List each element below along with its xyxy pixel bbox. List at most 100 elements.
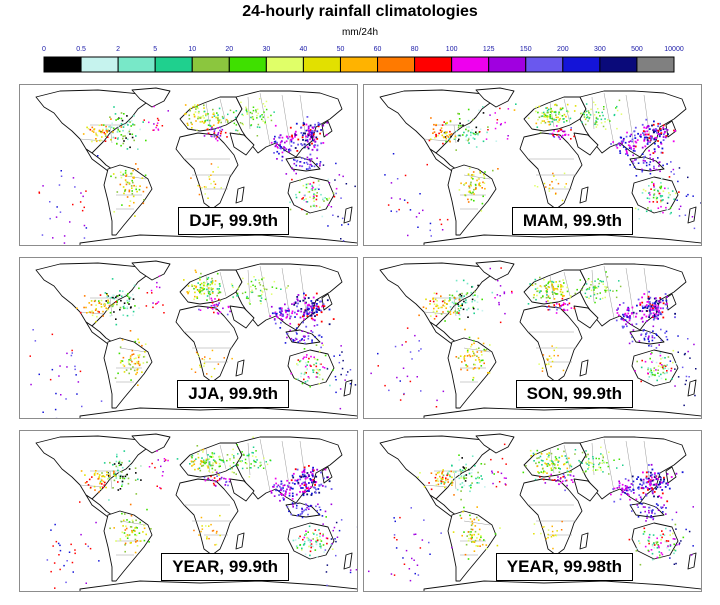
station-marker [252,452,254,454]
station-marker [476,516,478,519]
station-marker [247,109,250,112]
station-marker [124,190,126,192]
station-marker [481,187,483,189]
station-marker [98,300,100,302]
station-marker [551,291,554,293]
station-marker [291,487,294,490]
station-marker [661,311,664,314]
station-marker [316,468,319,471]
station-marker [322,142,325,144]
station-marker [74,365,76,368]
station-marker [571,479,573,481]
station-marker [310,163,312,166]
station-marker [449,313,452,315]
station-marker [199,121,202,123]
station-marker [319,363,321,365]
station-marker [662,164,664,167]
station-marker [317,180,320,182]
continent-outline [85,494,113,518]
station-marker [113,527,115,529]
station-marker [564,186,566,188]
station-marker [258,126,261,129]
station-marker [129,296,132,299]
station-marker [458,189,461,191]
station-marker [284,494,286,497]
station-marker [158,275,161,277]
country-border [563,444,571,470]
station-marker [635,315,637,318]
station-marker [126,537,129,539]
station-marker [548,123,551,126]
continent-outline [573,132,599,156]
station-marker [477,177,480,180]
country-border [259,438,271,492]
station-marker [305,213,308,215]
station-marker [294,132,296,135]
station-marker [657,207,660,209]
station-marker [466,309,468,311]
station-marker [554,456,557,458]
station-marker [399,399,402,401]
station-marker [650,138,653,141]
station-marker [155,303,157,305]
station-marker [666,473,669,475]
station-marker [308,525,311,528]
station-marker [399,380,401,382]
station-marker [487,126,489,128]
station-marker [436,472,439,474]
station-marker [631,340,634,343]
station-marker [49,217,51,220]
station-marker [471,468,474,471]
station-marker [541,367,544,369]
station-marker [303,312,306,315]
station-marker [643,329,645,331]
station-marker [307,337,310,340]
station-marker [557,479,559,481]
station-marker [552,547,554,550]
station-marker [301,198,303,200]
station-marker [448,474,451,476]
station-marker [306,201,309,203]
station-marker [458,299,461,301]
station-marker [322,164,325,166]
station-marker [340,345,342,347]
station-marker [648,314,651,317]
station-marker [474,363,476,366]
station-marker [560,481,563,484]
station-marker [585,455,588,458]
station-marker [436,399,438,402]
station-marker [593,289,595,291]
station-marker [211,127,213,129]
continent-outline [321,293,333,311]
map-panel-djf: DJF, 99.9th [19,84,358,246]
station-marker [98,491,100,493]
station-marker [629,315,631,317]
station-marker [296,305,298,308]
station-marker [246,113,249,115]
station-marker [553,111,556,113]
station-marker [250,463,252,465]
station-marker [77,381,80,383]
station-marker [588,461,590,464]
station-marker [546,109,549,112]
station-marker [525,465,527,467]
station-marker [544,482,547,484]
station-marker [198,534,200,536]
station-marker [311,306,313,308]
station-marker [662,506,664,509]
station-marker [83,237,86,239]
station-marker [454,298,457,300]
station-marker [635,158,637,161]
station-marker [653,367,656,369]
station-marker [292,340,295,342]
station-marker [448,470,450,473]
station-marker [447,472,449,475]
station-marker [543,470,545,473]
station-marker [328,323,331,326]
station-marker [558,111,560,114]
station-marker [305,475,307,478]
station-marker [547,281,550,283]
station-marker [407,234,409,237]
continent-outline [79,580,357,591]
station-marker [471,534,473,536]
